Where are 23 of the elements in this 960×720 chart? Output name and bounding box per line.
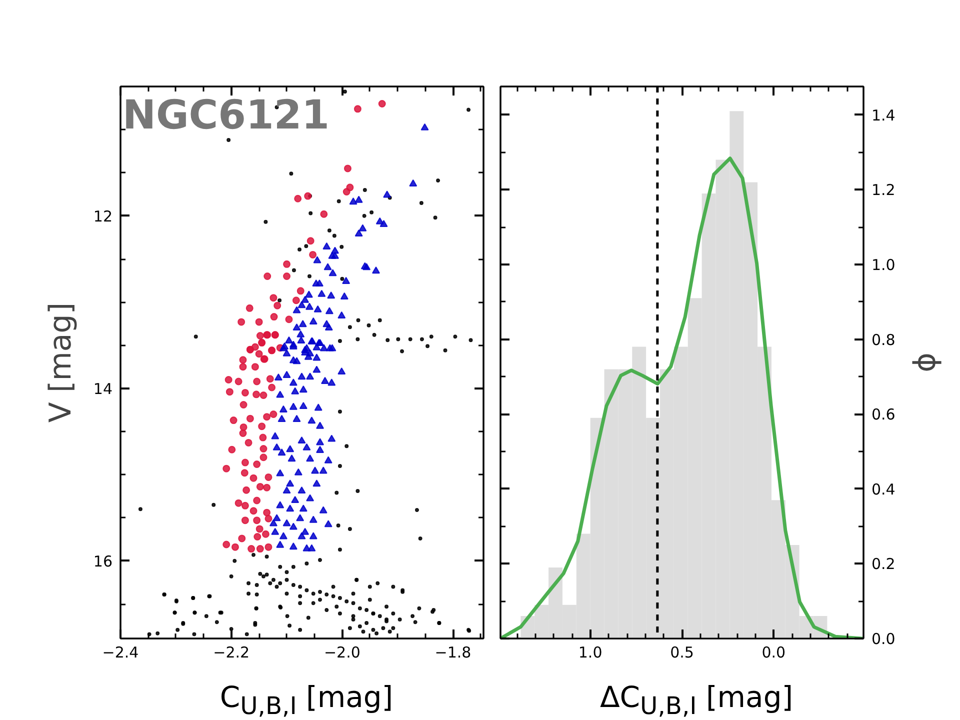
y-tick-label: 0.8 — [872, 330, 896, 349]
y-tick-label: 0.4 — [872, 480, 896, 498]
y-tick-label: 16 — [93, 552, 113, 570]
x-tick-label: 0.5 — [670, 644, 694, 662]
y-axis-title: V [mag] — [43, 302, 78, 423]
x-tick-label: −1.8 — [434, 644, 472, 662]
y-tick-label: 0.6 — [872, 406, 896, 424]
x-axis-title: C$_{U,B,I}$ [mag] — [220, 680, 394, 720]
y-tick-label: 1.0 — [872, 256, 896, 274]
x-axis-title: ΔC$_{U,B,I}$ [mag] — [600, 680, 794, 720]
y-tick-label: 0.0 — [872, 630, 896, 648]
x-tick-label: −2.4 — [102, 644, 139, 662]
x-tick-label: −2.2 — [213, 644, 250, 662]
y-tick-label: 0.2 — [872, 555, 896, 574]
y-tick-label: 1.4 — [872, 106, 896, 124]
x-tick-label: 1.0 — [578, 644, 602, 662]
x-tick-label: −2.0 — [324, 644, 360, 662]
annotation: NGC6121 — [122, 92, 330, 138]
y-tick-label: 14 — [93, 380, 113, 398]
y-axis-title: ϕ — [910, 352, 946, 372]
y-tick-label: 12 — [93, 207, 113, 226]
x-tick-label: 0.0 — [762, 644, 786, 662]
y-tick-label: 1.2 — [872, 181, 896, 200]
